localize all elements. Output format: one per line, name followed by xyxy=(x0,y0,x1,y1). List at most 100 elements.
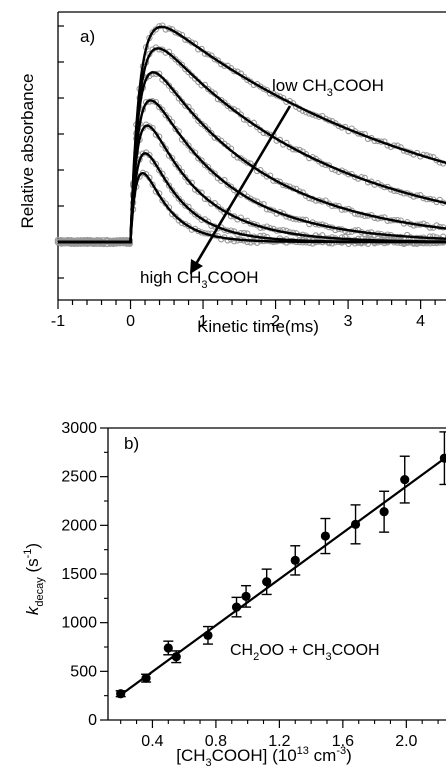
panel-a-data-point xyxy=(178,199,186,206)
panel-a-data-point xyxy=(231,67,238,75)
panel-b-linear-fit xyxy=(116,456,446,699)
trend-arrow xyxy=(194,105,292,265)
panel-a-data-point xyxy=(169,187,176,194)
panel-a-xlabel: Kinetic time(ms) xyxy=(197,317,319,336)
annotation-high: high CH3COOH xyxy=(140,268,259,291)
panel-b-ylabel: kdecay (s-1) xyxy=(22,543,46,615)
panel-a-data-point xyxy=(195,213,202,220)
panel-a-x-tick-label: 1 xyxy=(199,313,208,330)
panel-a-data-point xyxy=(159,106,166,113)
panel-a-data-point xyxy=(198,157,205,164)
panel-b-x-tick-label: 1.6 xyxy=(332,733,354,750)
panel-b-data-point xyxy=(400,474,410,485)
annotation-low: low CH3COOH xyxy=(272,76,384,99)
panel-b-y-tick-label: 2000 xyxy=(61,517,97,534)
panel-a-data-point xyxy=(182,102,189,109)
panel-a-data-point xyxy=(162,145,169,152)
panel-b-data-point xyxy=(290,555,300,565)
panel-a-data-point xyxy=(172,56,179,63)
panel-a-x-tick-label: -1 xyxy=(51,313,65,330)
panel-a-x-tick-label: 4 xyxy=(416,313,425,330)
panel-b-x-tick-label: 0.8 xyxy=(205,733,227,750)
panel-b-axes xyxy=(107,427,446,721)
panel-a-data-point xyxy=(191,112,199,120)
panel-a-data-point xyxy=(175,195,182,202)
panel-b-ticks: 0 500 1000 1500 2000 2500 3000 0.4 0.8 1.2 1.6 2.0 xyxy=(61,420,439,750)
panel-a-data-point xyxy=(185,222,192,230)
panel-a-fit-lines xyxy=(58,25,446,244)
panel-a-label: a) xyxy=(80,27,95,46)
panel-b-data-point xyxy=(231,602,242,612)
panel-a-data-point xyxy=(116,240,124,247)
panel-b-data-point xyxy=(203,630,213,640)
panel-b-y-tick-label: 1500 xyxy=(61,566,97,583)
panel-b-data-point xyxy=(241,591,251,601)
panel-b-label: b) xyxy=(124,434,139,453)
panel-a-data-point xyxy=(178,61,186,69)
panel-a-data-point xyxy=(139,169,147,176)
panel-a-data-point xyxy=(152,26,160,33)
panel-b-fit-line xyxy=(116,456,446,699)
panel-a-data-point xyxy=(227,183,235,190)
panel-a-data-point xyxy=(185,68,192,76)
panel-a-data-point xyxy=(172,160,179,168)
panel-a-x-tick-label: 3 xyxy=(344,313,353,330)
panel-a-data-point xyxy=(244,117,251,124)
panel-a-data-point xyxy=(204,164,212,171)
panel-a-data-point xyxy=(182,220,189,228)
panel-b-data-point xyxy=(163,643,173,653)
panel-b-x-tick-label: 2.0 xyxy=(395,733,417,750)
panel-a-data-point xyxy=(182,174,189,181)
panel-a-data-point xyxy=(182,139,189,146)
panel-b-data-point xyxy=(379,507,389,517)
trend-arrowhead xyxy=(190,259,203,274)
panel-a-data-point xyxy=(211,170,218,177)
panel-a-data-point xyxy=(172,90,179,97)
panel-a-data-point xyxy=(244,159,251,166)
panel-a-data-point xyxy=(227,105,235,112)
panel-b-data-point xyxy=(320,531,330,541)
panel-a-data-point xyxy=(159,197,166,204)
panel-a-data-point xyxy=(208,130,215,137)
panel-a-data-point xyxy=(188,208,195,215)
panel-b-data-point xyxy=(350,519,361,529)
panel-b-y-tick-label: 0 xyxy=(88,712,97,729)
panel-b-annotation: CH2OO + CH3COOH xyxy=(230,642,380,663)
panel-a-data-point xyxy=(221,99,228,106)
panel-a-fit-series-1 xyxy=(58,25,446,244)
panel-a: -1 0 1 2 3 4 a) Relative absorbance Kinetic t… xyxy=(18,11,446,336)
panel-a-x-tick-label: 2 xyxy=(271,313,280,330)
panel-b-y-tick-label: 2500 xyxy=(61,469,97,486)
panel-a-data-point xyxy=(172,213,179,220)
panel-a-data-point xyxy=(162,111,169,119)
panel-a-data-point xyxy=(172,191,179,198)
panel-a-data-point xyxy=(159,22,166,29)
panel-a-data-point xyxy=(185,142,192,149)
panel-a-data-point xyxy=(204,126,212,133)
panel-a-data-point xyxy=(224,181,231,188)
panel-a-data-point xyxy=(165,82,173,89)
panel-b-x-tick-label: 0.4 xyxy=(141,733,163,750)
panel-b-x-tick-label: 1.2 xyxy=(268,733,290,750)
panel-a-ticks: -1 0 1 2 3 4 xyxy=(51,25,436,330)
panel-b-data-point xyxy=(262,577,272,587)
panel-a-data-point xyxy=(169,53,176,60)
panel-a-data-point xyxy=(195,188,202,195)
panel-b-xlabel: [CH3COOH] (1013 cm-3) xyxy=(176,745,352,769)
panel-a-ylabel: Relative absorbance xyxy=(18,74,37,229)
panel-a-data-point xyxy=(156,167,163,174)
panel-b-data-points xyxy=(115,431,446,699)
panel-a-fit-series-7 xyxy=(58,172,446,244)
panel-a-data-point xyxy=(165,182,173,189)
panel-b-data-point xyxy=(439,453,446,463)
panel-a-data-point xyxy=(61,237,68,244)
panel-b-y-tick-label: 500 xyxy=(70,663,97,680)
panel-a-fit-series-3 xyxy=(58,71,446,244)
panel-a-x-tick-label: 0 xyxy=(126,313,135,330)
panel-b-data-point xyxy=(141,673,151,683)
panel-b-y-tick-label: 1000 xyxy=(61,615,97,632)
panel-b-data-point xyxy=(171,652,181,662)
panel-a-data-point xyxy=(201,123,209,130)
